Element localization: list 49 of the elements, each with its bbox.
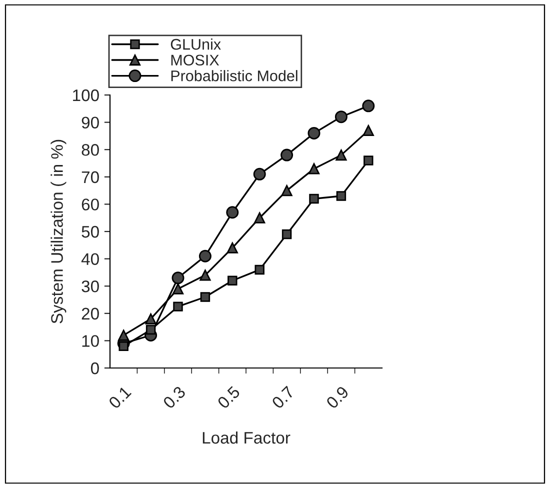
point bbox=[281, 184, 292, 196]
point bbox=[200, 270, 211, 281]
y-tick-label: 70 bbox=[82, 171, 99, 184]
x-tick-label: 0.1 bbox=[108, 386, 132, 410]
y-tick-label: 100 bbox=[73, 89, 99, 102]
x-tick-label: 0.3 bbox=[162, 385, 186, 410]
point bbox=[254, 212, 266, 224]
point bbox=[282, 229, 292, 240]
point bbox=[198, 250, 212, 262]
point bbox=[226, 242, 238, 254]
point bbox=[364, 156, 374, 166]
point bbox=[362, 124, 374, 136]
y-tick-label: 90 bbox=[82, 116, 99, 129]
y-tick-label: 10 bbox=[82, 335, 99, 347]
point bbox=[173, 302, 183, 312]
legend-label: MOSIX bbox=[171, 54, 220, 66]
legend-label: GLUnix bbox=[170, 38, 221, 50]
point bbox=[172, 272, 184, 284]
point bbox=[118, 341, 128, 352]
point bbox=[362, 100, 375, 112]
x-tick-label: 0.5 bbox=[216, 385, 241, 410]
x-tick-label: 0.7 bbox=[271, 386, 295, 410]
point bbox=[146, 324, 156, 335]
point bbox=[334, 110, 348, 124]
legend-label: Probabilistic Model bbox=[171, 70, 298, 82]
point bbox=[228, 276, 238, 286]
x-axis-title: Load Factor bbox=[202, 431, 290, 444]
point bbox=[336, 191, 346, 201]
point bbox=[118, 330, 130, 341]
y-tick-label: 0 bbox=[90, 362, 99, 374]
point bbox=[200, 292, 210, 302]
point bbox=[280, 148, 294, 162]
y-tick-label: 50 bbox=[82, 226, 99, 238]
point bbox=[253, 168, 266, 180]
y-axis-title: System Utilization ( in %) bbox=[50, 140, 66, 324]
point bbox=[145, 313, 156, 324]
y-tick-label: 30 bbox=[82, 280, 99, 292]
point bbox=[226, 206, 239, 219]
y-tick-label: 40 bbox=[81, 253, 99, 266]
point bbox=[172, 283, 184, 294]
point bbox=[336, 150, 347, 161]
y-tick-label: 20 bbox=[82, 308, 99, 320]
y-tick-label: 60 bbox=[82, 198, 99, 210]
point bbox=[308, 163, 320, 174]
y-tick-label: 80 bbox=[82, 144, 99, 156]
x-tick-label: 0.9 bbox=[326, 386, 350, 410]
point bbox=[254, 264, 264, 275]
point bbox=[308, 126, 320, 140]
point bbox=[309, 194, 319, 204]
